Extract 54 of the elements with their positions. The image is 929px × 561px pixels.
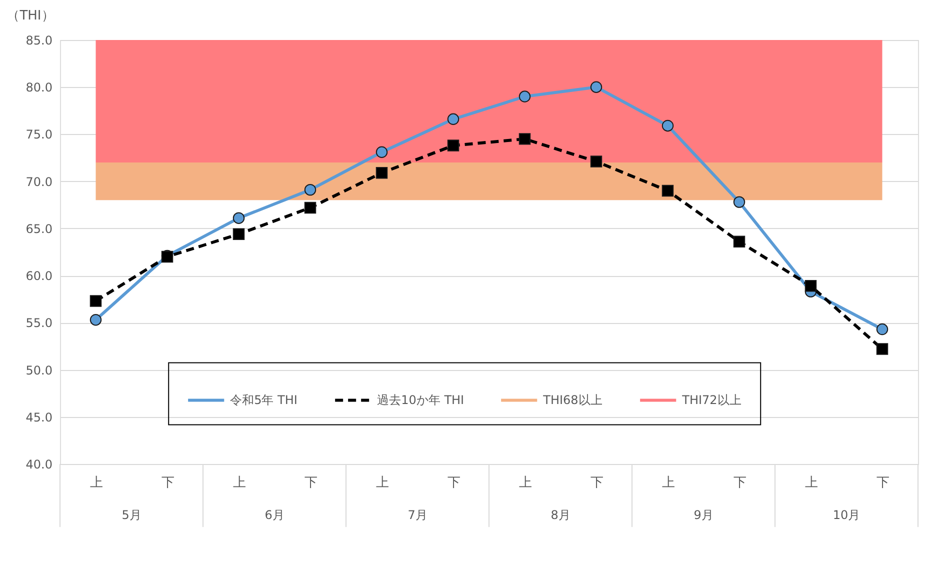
y-tick-label: 60.0	[26, 269, 52, 284]
x-tick-label: 上	[376, 476, 389, 490]
point	[518, 133, 531, 145]
point	[876, 323, 888, 336]
x-tick-label: 下	[161, 476, 174, 490]
point	[304, 184, 316, 196]
x-tick-label: 下	[733, 476, 746, 490]
y-tick-label: 65.0	[26, 222, 52, 236]
point	[876, 343, 888, 355]
point	[376, 146, 388, 158]
point	[232, 212, 245, 224]
y-tick-label: 45.0	[26, 410, 52, 424]
y-tick-label: 70.0	[26, 174, 52, 189]
x-tick-label: 下	[590, 476, 604, 490]
legend-label: 過去10か年 THI	[377, 393, 464, 408]
x-tick-label: 上	[518, 476, 532, 490]
point	[804, 280, 817, 292]
text: 6月	[264, 508, 284, 522]
legend-label: THI72以上	[681, 393, 742, 408]
x-tick-label: 下	[447, 476, 460, 490]
y-tick-label: 50.0	[26, 363, 52, 378]
text: 10月	[832, 508, 860, 522]
y-tick-label: 55.0	[26, 316, 52, 330]
legend-label: 令和5年 THI	[230, 393, 298, 408]
point	[590, 156, 602, 168]
point	[447, 140, 460, 152]
point	[662, 184, 674, 197]
point	[304, 202, 316, 214]
point	[590, 81, 602, 93]
point	[733, 236, 746, 248]
point	[733, 196, 746, 208]
text: 9月	[694, 508, 714, 522]
x-tick-label: 上	[804, 476, 818, 490]
text: 8月	[550, 508, 570, 522]
y-tick-label: 80.0	[26, 80, 52, 95]
point	[447, 113, 460, 125]
x-tick-label: 下	[304, 476, 318, 490]
point	[662, 120, 674, 132]
x-tick-label: 上	[662, 476, 675, 490]
point	[232, 228, 245, 240]
y-axis-title: （THI）	[6, 8, 54, 24]
text: 5月	[122, 508, 142, 522]
y-tick-label: 75.0	[26, 128, 52, 142]
y-tick-label: 85.0	[26, 34, 52, 48]
text: 7月	[408, 508, 428, 522]
point	[518, 90, 531, 102]
x-tick-label: 下	[876, 476, 890, 490]
y-tick-label: 40.0	[26, 458, 52, 472]
x-tick-label: 上	[90, 476, 103, 490]
legend-label: THI68以上	[542, 393, 602, 408]
point	[90, 314, 102, 326]
x-tick-label: 上	[232, 476, 246, 490]
point	[90, 295, 102, 307]
point	[376, 166, 388, 179]
